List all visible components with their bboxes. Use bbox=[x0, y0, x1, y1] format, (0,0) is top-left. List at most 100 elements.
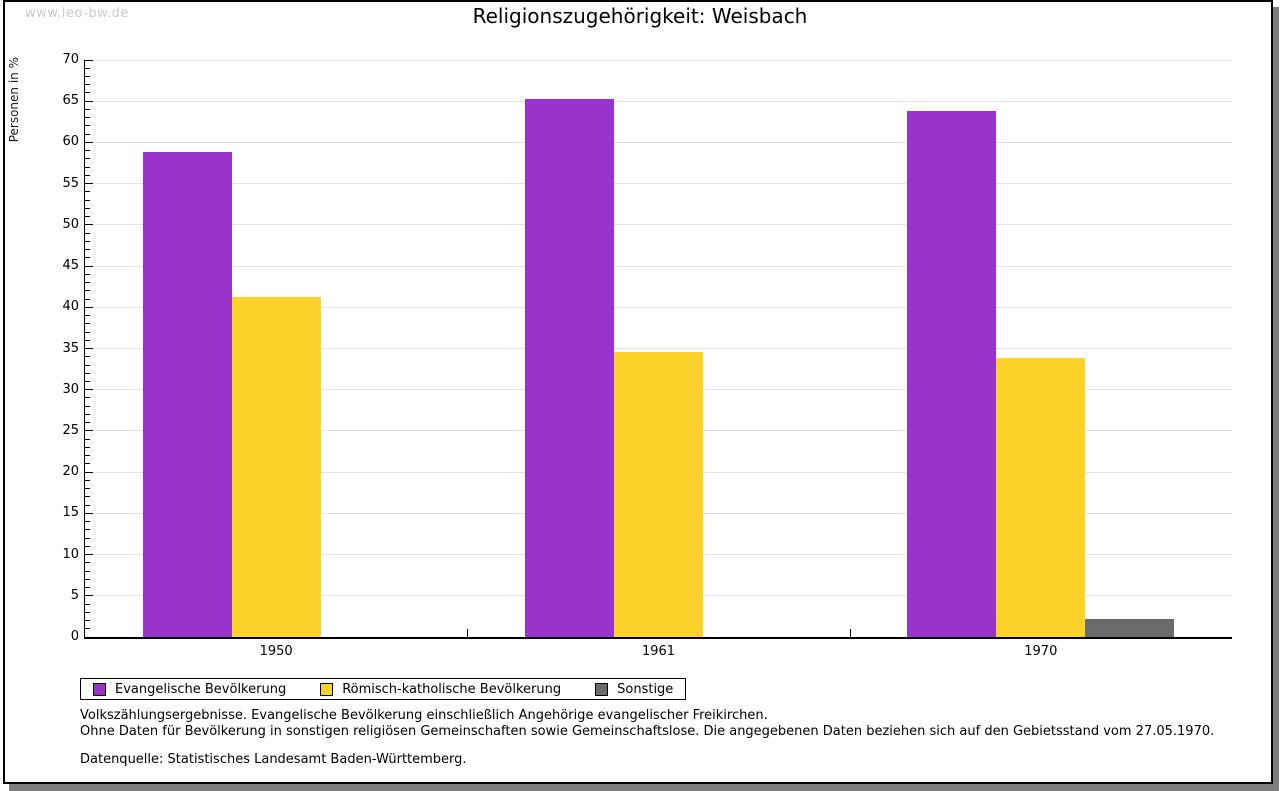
y-tick bbox=[85, 339, 90, 341]
y-tick bbox=[85, 504, 90, 506]
y-tick bbox=[85, 67, 90, 69]
bar-r-misch-katholische-bev-lkerung-1950 bbox=[231, 296, 321, 637]
y-tick-label: 45 bbox=[62, 258, 79, 274]
y-tick bbox=[85, 372, 90, 374]
y-tick bbox=[85, 537, 90, 539]
y-tick bbox=[85, 298, 90, 300]
y-tick bbox=[85, 413, 90, 415]
y-tick bbox=[85, 356, 90, 358]
y-tick bbox=[85, 463, 90, 465]
y-tick bbox=[85, 620, 90, 622]
y-tick bbox=[85, 150, 90, 152]
y-tick bbox=[85, 521, 90, 523]
y-tick bbox=[85, 348, 93, 349]
y-tick-label: 25 bbox=[62, 422, 79, 438]
x-tick-label: 1970 bbox=[1024, 644, 1058, 659]
y-tick bbox=[85, 125, 90, 127]
y-tick bbox=[85, 257, 90, 259]
x-axis-separator-tick bbox=[467, 629, 469, 637]
gridline bbox=[85, 59, 1232, 61]
y-tick-label: 40 bbox=[62, 299, 79, 315]
y-tick bbox=[85, 611, 90, 613]
y-tick bbox=[85, 59, 93, 61]
y-tick bbox=[85, 455, 90, 457]
bar-sonstige-1970 bbox=[1085, 618, 1175, 637]
watermark: www.leo-bw.de bbox=[25, 6, 129, 21]
y-tick bbox=[85, 315, 90, 317]
y-tick bbox=[85, 438, 90, 440]
y-tick bbox=[85, 133, 90, 135]
y-tick bbox=[85, 405, 90, 407]
y-tick bbox=[85, 422, 90, 424]
y-tick bbox=[85, 488, 90, 490]
y-tick bbox=[85, 628, 90, 630]
y-tick bbox=[85, 603, 90, 605]
y-tick-label: 70 bbox=[62, 52, 79, 67]
y-tick bbox=[85, 306, 93, 308]
y-tick bbox=[85, 545, 90, 547]
footnote-line-1: Volkszählungsergebnisse. Evangelische Be… bbox=[80, 708, 768, 723]
y-tick bbox=[85, 529, 90, 531]
legend-label: Sonstige bbox=[617, 681, 674, 697]
y-tick bbox=[85, 249, 90, 251]
legend-swatch bbox=[320, 682, 334, 696]
legend-swatch bbox=[595, 682, 609, 696]
x-tick-label: 1950 bbox=[259, 644, 293, 659]
legend-label: Römisch-katholische Bevölkerung bbox=[342, 681, 562, 697]
y-tick bbox=[85, 578, 90, 580]
y-tick bbox=[85, 570, 90, 572]
legend-item: Evangelische Bevölkerung bbox=[93, 682, 286, 697]
bar-r-misch-katholische-bev-lkerung-1961 bbox=[614, 351, 703, 637]
y-tick bbox=[85, 166, 90, 168]
y-tick-label: 20 bbox=[62, 464, 79, 480]
y-tick bbox=[85, 100, 93, 102]
y-tick-label: 0 bbox=[70, 629, 79, 644]
y-tick bbox=[85, 554, 93, 556]
legend-label: Evangelische Bevölkerung bbox=[115, 681, 287, 697]
legend-item: Römisch-katholische Bevölkerung bbox=[320, 682, 561, 697]
y-tick-label: 10 bbox=[62, 546, 79, 562]
y-tick bbox=[85, 76, 90, 77]
gridline bbox=[85, 183, 1232, 185]
bar-evangelische-bev-lkerung-1970 bbox=[907, 111, 997, 637]
legend-item: Sonstige bbox=[595, 682, 673, 697]
y-tick bbox=[85, 595, 93, 597]
y-tick-label: 35 bbox=[62, 340, 79, 356]
plot-area: 0 5 10 15 20 25 30 35 40 45 50 55 60 65 70 1950 1961 1970 bbox=[62, 53, 1232, 659]
y-tick bbox=[85, 430, 93, 432]
bar-r-misch-katholische-bev-lkerung-1970 bbox=[996, 357, 1086, 637]
y-tick bbox=[85, 273, 90, 275]
footnote-line-2: Ohne Daten für Bevölkerung in sonstigen … bbox=[80, 724, 1215, 739]
gridline bbox=[85, 306, 1232, 308]
y-tick bbox=[85, 397, 90, 399]
legend-swatch bbox=[93, 682, 106, 696]
y-tick bbox=[85, 191, 90, 193]
gridline bbox=[85, 100, 1232, 102]
y-tick bbox=[85, 232, 90, 234]
data-source: Datenquelle: Statistisches Landesamt Bad… bbox=[80, 752, 467, 767]
y-tick bbox=[85, 141, 93, 143]
y-tick bbox=[85, 224, 93, 226]
bar-evangelische-bev-lkerung-1961 bbox=[525, 98, 614, 637]
footnotes: Volkszählungsergebnisse. Evangelische Be… bbox=[80, 708, 1214, 768]
y-tick bbox=[85, 389, 93, 391]
gridline bbox=[85, 224, 1232, 226]
y-tick bbox=[85, 84, 90, 86]
y-tick bbox=[85, 380, 90, 382]
y-tick bbox=[85, 92, 90, 94]
y-tick bbox=[85, 174, 90, 176]
y-tick bbox=[85, 240, 90, 242]
legend: Evangelische Bevölkerung Römisch-katholis… bbox=[80, 678, 687, 700]
y-tick bbox=[85, 265, 93, 267]
chart-title: Religionszugehörigkeit: Weisbach bbox=[472, 4, 808, 28]
y-tick bbox=[85, 512, 93, 514]
y-tick bbox=[85, 562, 90, 564]
x-tick-label: 1961 bbox=[641, 644, 676, 659]
y-tick-label: 55 bbox=[62, 175, 79, 191]
y-tick bbox=[85, 496, 90, 498]
y-tick bbox=[85, 364, 90, 366]
y-tick bbox=[85, 479, 90, 481]
y-tick bbox=[85, 587, 90, 589]
y-tick-label: 60 bbox=[62, 134, 79, 150]
